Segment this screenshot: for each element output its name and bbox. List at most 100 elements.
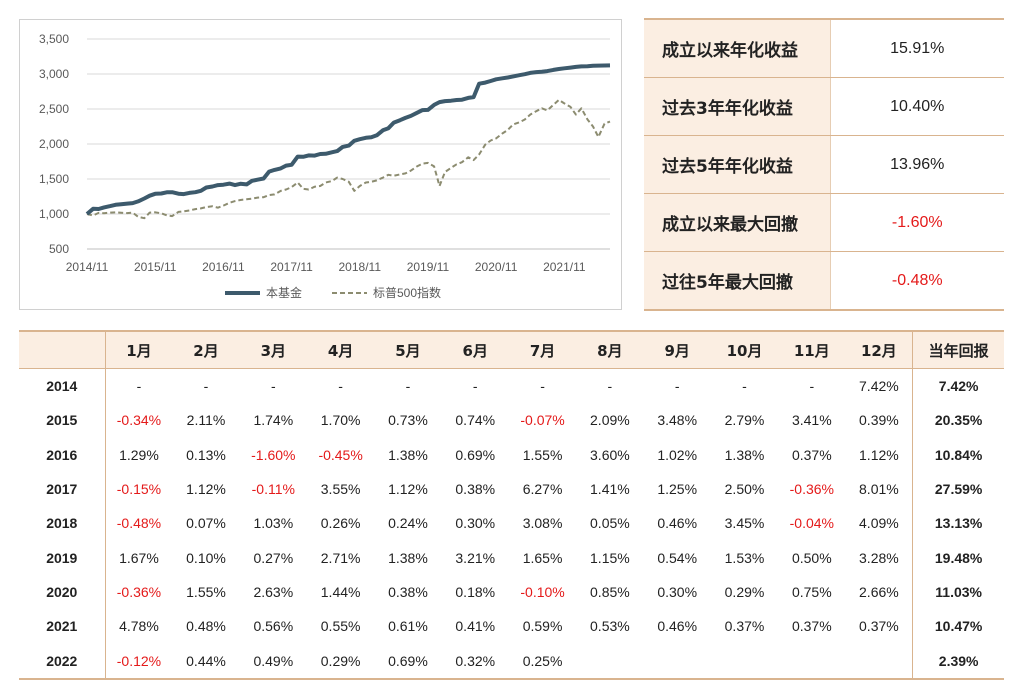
month-return-cell: 0.74% bbox=[455, 412, 496, 429]
month-return-cell: - bbox=[405, 378, 411, 395]
month-return-cell: 0.39% bbox=[859, 412, 899, 429]
stat-row: 过去3年年化收益 10.40% bbox=[644, 77, 1004, 136]
month-return-cell: 0.29% bbox=[306, 643, 375, 680]
month-return-cell: 4.09% bbox=[859, 515, 899, 532]
x-tick-label: 2021/11 bbox=[543, 260, 586, 274]
month-return-cell: 0.37% bbox=[724, 618, 765, 635]
stat-label: 过去3年年化收益 bbox=[644, 77, 830, 136]
month-return-cell: 2.79% bbox=[724, 412, 765, 429]
year-row: 2021 4.78% 0.48% 0.56% 0.55% 0.61% 0.41% 0.59% 0… bbox=[19, 609, 1004, 644]
month-return-cell: 0.46% bbox=[657, 515, 698, 532]
monthly-returns-table: 1月 2月 3月 4月 5月 6月 7月 8月 9月 10月 11月 12月 当年回报 2014 - - - -… bbox=[19, 330, 1004, 680]
month-return-cell: 0.55% bbox=[320, 618, 361, 635]
month-return-cell: 1.41% bbox=[590, 481, 630, 498]
month-return-cell: 1.38% bbox=[724, 446, 765, 463]
stat-label: 成立以来年化收益 bbox=[644, 18, 830, 78]
stat-value: 10.40% bbox=[829, 77, 1004, 136]
annual-return-cell: 7.42% bbox=[912, 368, 1004, 404]
month-return-cell: 2.09% bbox=[590, 412, 630, 429]
month-return-cell: 0.54% bbox=[657, 549, 698, 566]
performance-stats-table: 成立以来年化收益 15.91% 过去3年年化收益 10.40% 过去5年年化收益 13.9… bbox=[644, 18, 1004, 311]
x-tick-label: 2016/11 bbox=[202, 260, 245, 274]
month-return-cell: 2.71% bbox=[320, 549, 361, 566]
month-return-cell: 1.15% bbox=[590, 549, 630, 566]
nav-chart: 3,500 3,000 2,500 2,000 1,500 1,000 500 2014/11… bbox=[19, 19, 622, 310]
month-return-cell: 3.45% bbox=[724, 515, 765, 532]
column-header: 1月 bbox=[105, 330, 173, 369]
month-return-cell: 0.59% bbox=[522, 618, 563, 635]
annual-return-cell: 20.35% bbox=[912, 403, 1004, 438]
month-return-cell: 0.32% bbox=[441, 643, 509, 680]
column-header: 当年回报 bbox=[912, 330, 1004, 369]
x-tick-label: 2020/11 bbox=[475, 260, 518, 274]
month-return-cell: 1.55% bbox=[522, 446, 563, 463]
year-row: 2014 - - - - - - - - - - - 7.42% 7.42% bbox=[19, 368, 1004, 404]
month-return-cell: - bbox=[338, 378, 343, 395]
month-return-cell: - bbox=[607, 378, 613, 395]
month-return-cell: 0.30% bbox=[455, 515, 496, 532]
month-return-cell: 2.50% bbox=[724, 481, 765, 498]
month-return-cell: -0.10% bbox=[520, 583, 565, 600]
column-header: 2月 bbox=[172, 330, 240, 369]
column-header: 11月 bbox=[778, 330, 846, 369]
column-header: 6月 bbox=[441, 330, 509, 369]
month-return-cell: 0.53% bbox=[590, 618, 630, 635]
column-header: 7月 bbox=[508, 330, 577, 369]
year-row: 2016 1.29% 0.13% -1.60% -0.45% 1.38% 0.69% 1.55… bbox=[19, 437, 1004, 472]
month-return-cell: 0.13% bbox=[186, 446, 226, 463]
month-return-cell: 1.70% bbox=[320, 412, 361, 429]
month-return-cell: - bbox=[203, 378, 209, 395]
month-return-cell: 0.69% bbox=[455, 446, 496, 463]
month-return-cell: 0.73% bbox=[388, 412, 428, 429]
month-return-cell: 1.67% bbox=[119, 549, 159, 566]
stat-value: 15.91% bbox=[829, 18, 1004, 78]
month-return-cell: 0.37% bbox=[791, 446, 832, 463]
month-return-cell: 1.29% bbox=[119, 446, 159, 463]
y-tick-label: 3,500 bbox=[39, 32, 69, 46]
annual-return-cell: 2.39% bbox=[912, 643, 1004, 680]
month-return-cell: -0.36% bbox=[789, 481, 834, 498]
annual-return-cell: 10.84% bbox=[912, 437, 1004, 472]
month-return-cell: 1.74% bbox=[253, 412, 294, 429]
year-cell: 2017 bbox=[19, 471, 106, 507]
year-row: 2020 -0.36% 1.55% 2.63% 1.44% 0.38% 0.18% -0.10… bbox=[19, 574, 1004, 610]
month-return-cell: 1.25% bbox=[657, 481, 698, 498]
annual-return-cell: 27.59% bbox=[912, 471, 1004, 507]
year-cell: 2016 bbox=[19, 437, 106, 472]
month-return-cell: -1.60% bbox=[251, 446, 296, 463]
month-return-cell: 3.41% bbox=[791, 412, 832, 429]
month-return-cell: 0.44% bbox=[172, 643, 240, 680]
year-row: 2015 -0.34% 2.11% 1.74% 1.70% 0.73% 0.74% -0.07… bbox=[19, 403, 1004, 438]
month-return-cell: - bbox=[809, 378, 815, 395]
stat-value: 13.96% bbox=[829, 135, 1004, 194]
column-header: 5月 bbox=[374, 330, 442, 369]
month-return-cell: -0.12% bbox=[105, 643, 173, 680]
year-cell: 2014 bbox=[19, 368, 106, 404]
month-return-cell: 7.42% bbox=[859, 378, 899, 395]
month-return-cell: 0.38% bbox=[388, 583, 428, 600]
year-row: 2018 -0.48% 0.07% 1.03% 0.26% 0.24% 0.30% 3.08%… bbox=[19, 506, 1004, 541]
year-cell: 2015 bbox=[19, 403, 106, 438]
month-return-cell: 1.53% bbox=[724, 549, 765, 566]
stat-row: 成立以来最大回撤 -1.60% bbox=[644, 193, 1004, 252]
month-return-cell: 1.12% bbox=[859, 446, 899, 463]
month-return-cell: 1.44% bbox=[320, 583, 361, 600]
month-return-cell: 0.05% bbox=[590, 515, 630, 532]
x-tick-label: 2015/11 bbox=[134, 260, 177, 274]
column-header bbox=[19, 330, 106, 369]
month-return-cell bbox=[576, 643, 644, 680]
year-cell: 2022 bbox=[19, 643, 106, 680]
month-return-cell: 8.01% bbox=[859, 481, 899, 498]
stat-value: -0.48% bbox=[829, 251, 1004, 311]
month-return-cell: 3.28% bbox=[859, 549, 899, 566]
month-return-cell: 3.21% bbox=[455, 549, 496, 566]
month-return-cell: 3.48% bbox=[657, 412, 698, 429]
stat-row: 成立以来年化收益 15.91% bbox=[644, 18, 1004, 78]
month-return-cell: 0.29% bbox=[724, 583, 765, 600]
month-return-cell: 0.61% bbox=[388, 618, 428, 635]
year-row: 2017 -0.15% 1.12% -0.11% 3.55% 1.12% 0.38% 6.27… bbox=[19, 471, 1004, 507]
month-return-cell: 0.30% bbox=[657, 583, 698, 600]
legend-label-fund: 本基金 bbox=[266, 285, 302, 300]
month-return-cell: 0.46% bbox=[657, 618, 698, 635]
column-header: 9月 bbox=[643, 330, 711, 369]
